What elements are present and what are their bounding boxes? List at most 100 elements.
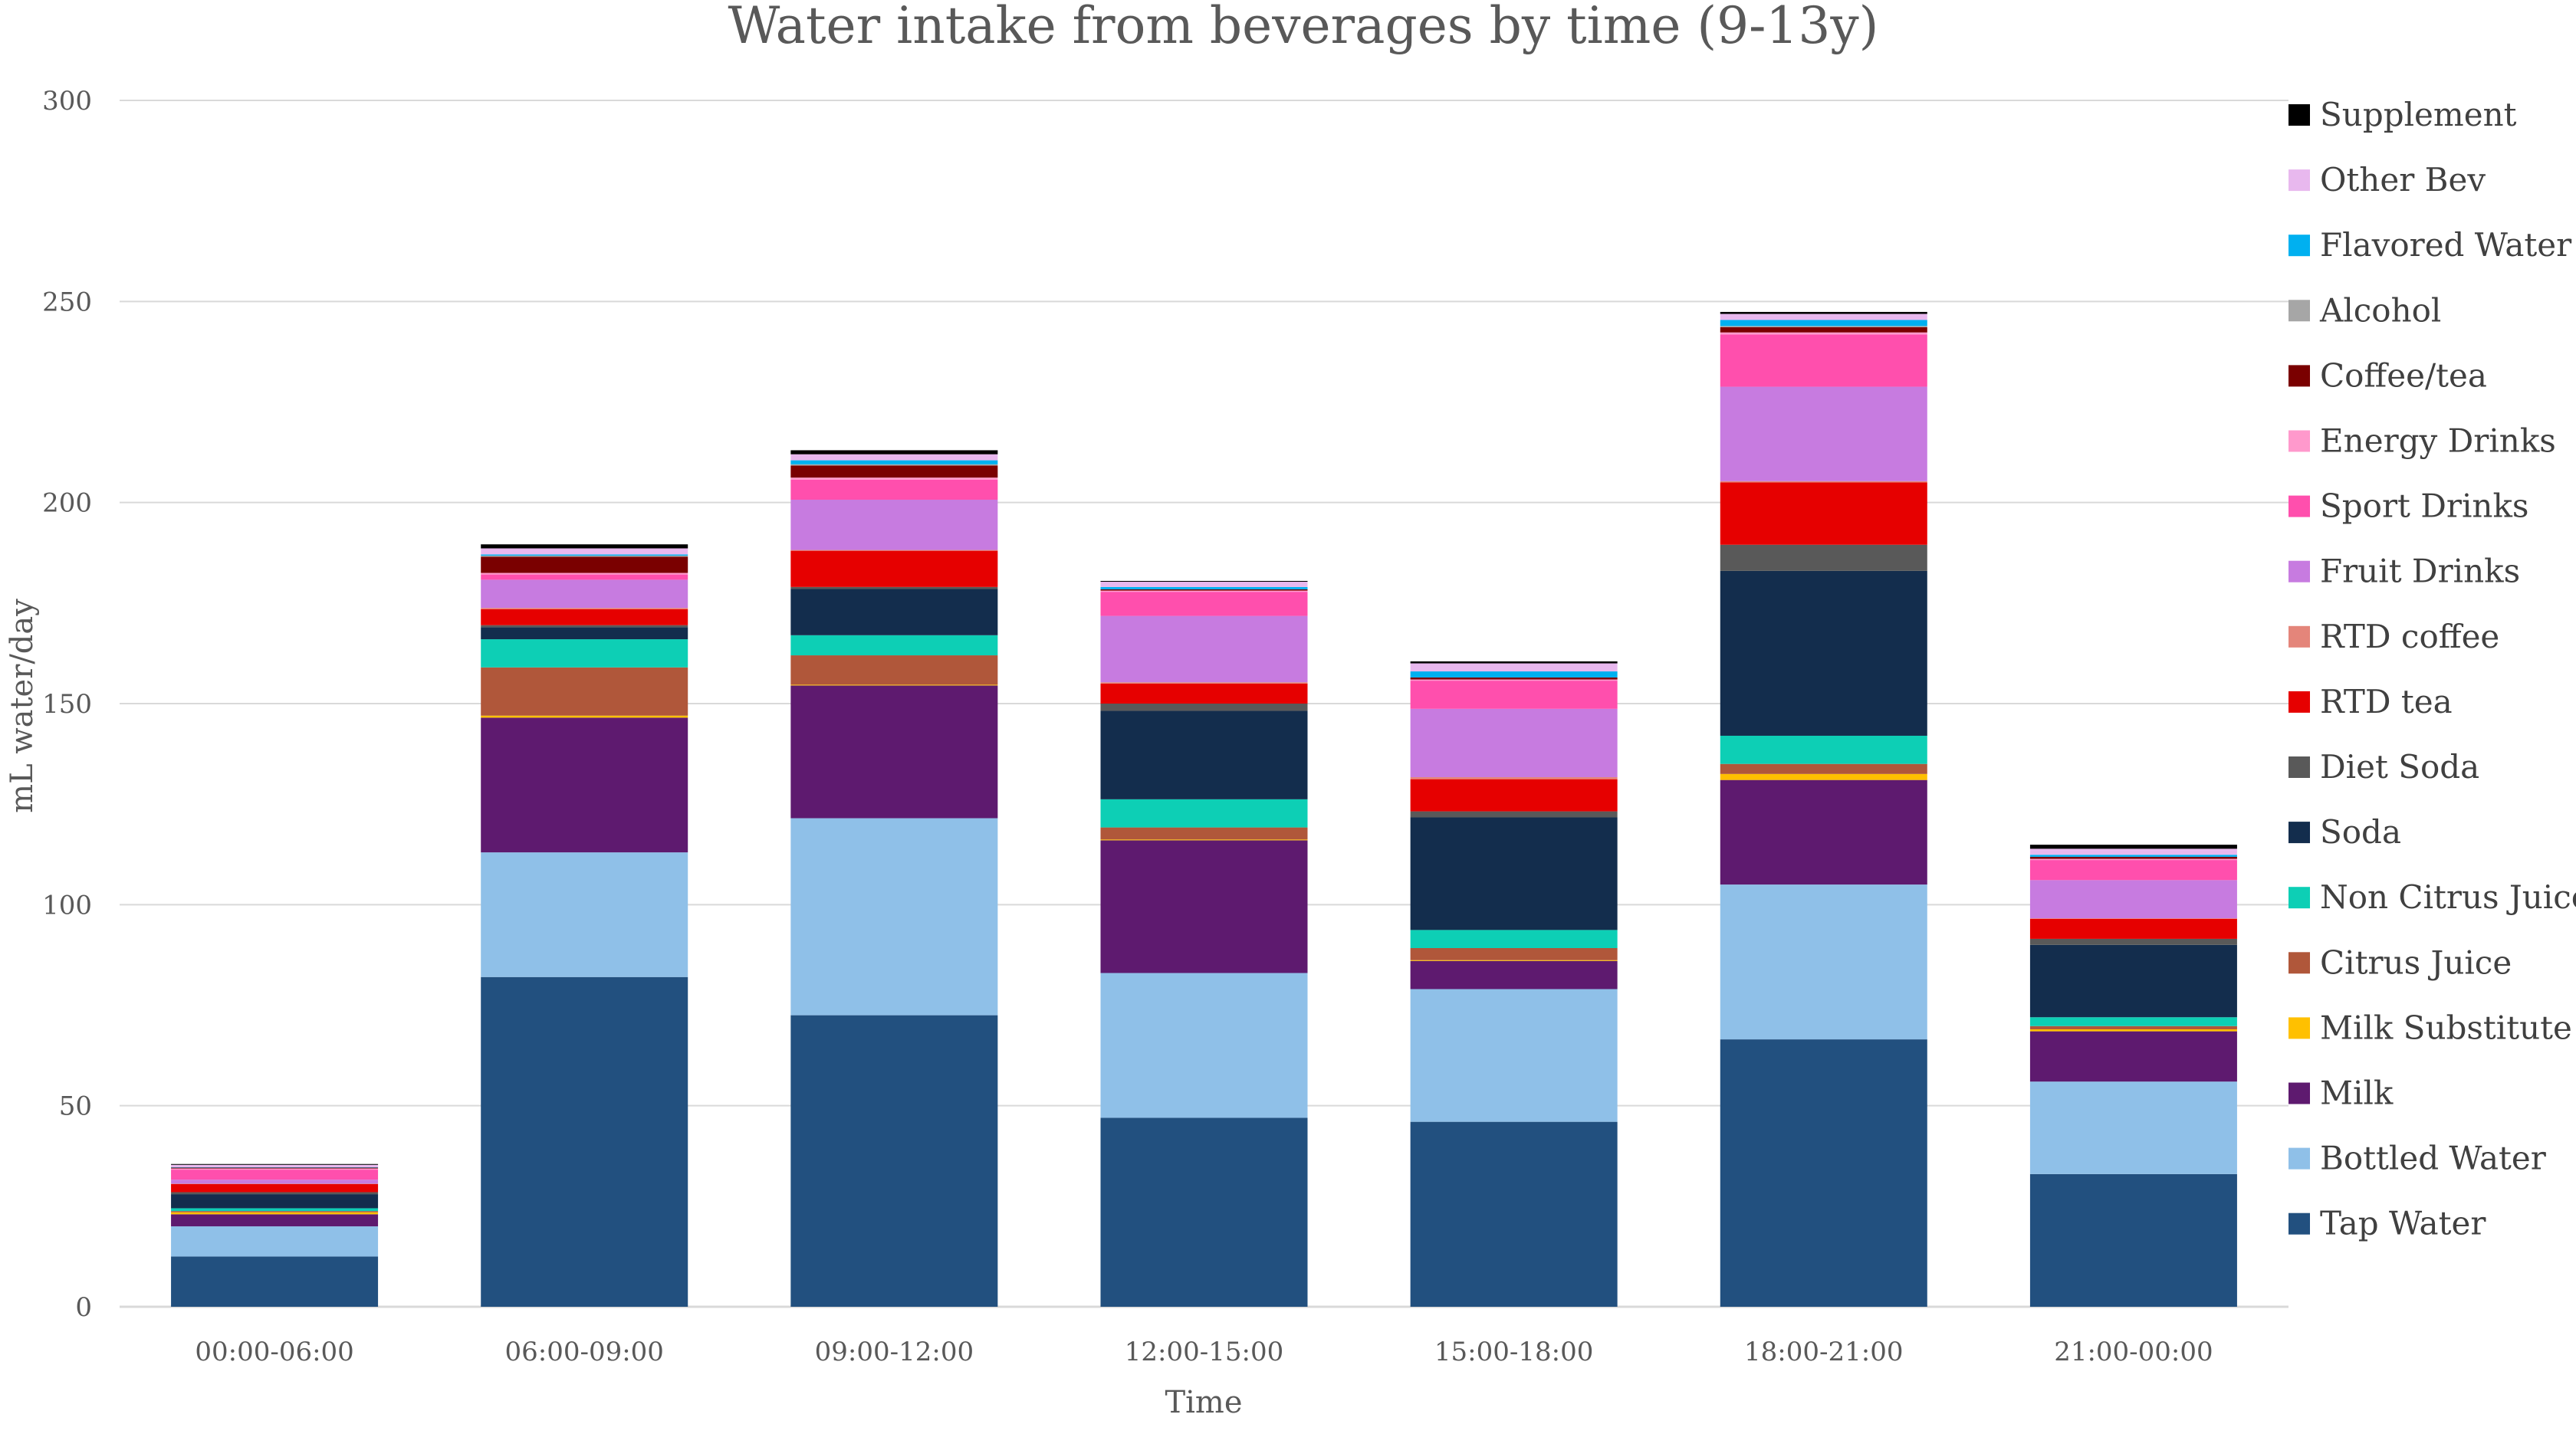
legend-label: Flavored Water [2320, 226, 2572, 264]
legend-item: Non Citrus Juice [2288, 878, 2576, 916]
x-tick-label: 18:00-21:00 [1744, 1337, 1903, 1367]
bar-segment-citrus-juice [790, 655, 998, 685]
legend-label: Citrus Juice [2320, 943, 2512, 981]
bar-segment-supplement [2029, 845, 2237, 849]
bar-segment-bottled-water [481, 852, 688, 977]
bar-segment-supplement [1410, 661, 1618, 664]
bar-segment-bottled-water [1410, 989, 1618, 1122]
bar-segment-coffee-tea [2029, 856, 2237, 859]
bar-segment-milk [1720, 779, 1927, 885]
bar-segment-coffee-tea [1410, 677, 1618, 680]
bar-segment-bottled-water [171, 1226, 379, 1257]
bar-segment-rtd-tea [481, 609, 688, 625]
bar-segment-citrus-juice [1410, 947, 1618, 960]
x-tick-label: 12:00-15:00 [1125, 1337, 1283, 1367]
legend-item: Milk [2288, 1075, 2394, 1112]
bar-stack-06:00-09:00 [481, 544, 688, 1307]
bar-segment-tap-water [1410, 1121, 1618, 1307]
bar-segment-energy-drinks [1720, 332, 1927, 335]
y-tick-label: 200 [42, 488, 92, 519]
legend-swatch [2288, 822, 2310, 844]
bar-segment-coffee-tea [1720, 327, 1927, 333]
legend-label: Bottled Water [2320, 1140, 2547, 1177]
bar-segment-alcohol [790, 464, 998, 466]
bar-segment-fruit-drinks [2029, 880, 2237, 919]
bar-segment-rtd-tea [1100, 683, 1308, 704]
bar-segment-soda [171, 1194, 379, 1209]
bar-segment-flavored-water [1100, 586, 1308, 589]
bar-segment-energy-drinks [2029, 858, 2237, 861]
legend-label: Sport Drinks [2320, 487, 2529, 525]
bar-segment-other-bev [790, 454, 998, 461]
bar-segment-milk [2029, 1031, 2237, 1082]
bar-segment-supplement [171, 1163, 379, 1165]
legend-item: Energy Drinks [2288, 422, 2556, 460]
bar-stack-09:00-12:00 [790, 450, 998, 1307]
bars [171, 311, 2237, 1307]
bar-segment-other-bev [481, 548, 688, 555]
bar-segment-milk-substitute [1100, 839, 1308, 841]
legend-swatch [2288, 887, 2310, 909]
bar-segment-non-citrus-juice [481, 639, 688, 668]
bar-segment-flavored-water [1720, 320, 1927, 327]
legend-label: Non Citrus Juice [2320, 878, 2576, 916]
bar-segment-citrus-juice [2029, 1025, 2237, 1029]
legend-swatch [2288, 365, 2310, 387]
bar-segment-rtd-coffee [790, 550, 998, 551]
bar-segment-milk-substitute [1410, 960, 1618, 961]
bar-segment-flavored-water [481, 554, 688, 556]
bar-segment-rtd-coffee [481, 608, 688, 609]
bar-segment-soda [1410, 817, 1618, 930]
bar-segment-rtd-coffee [1410, 777, 1618, 779]
legend-label: Tap Water [2320, 1205, 2486, 1242]
bar-segment-other-bev [171, 1164, 379, 1167]
legend-label: Soda [2320, 813, 2401, 851]
x-axis-ticks: 00:00-06:00 06:00-09:00 09:00-12:00 12:00-1… [195, 1337, 2213, 1367]
bar-segment-sport-drinks [1720, 334, 1927, 387]
legend-swatch [2288, 756, 2310, 778]
legend-swatch [2288, 104, 2310, 126]
bar-stack-21:00-00:00 [2029, 845, 2237, 1307]
x-tick-label: 06:00-09:00 [504, 1337, 663, 1367]
y-axis-ticks: 0 50 100 150 200 250 300 [42, 86, 92, 1323]
legend-swatch [2288, 1017, 2310, 1039]
legend-item: Citrus Juice [2288, 943, 2512, 981]
legend-label: RTD tea [2320, 683, 2453, 720]
legend-swatch [2288, 560, 2310, 582]
bar-segment-milk [481, 717, 688, 853]
bar-segment-rtd-tea [2029, 918, 2237, 939]
legend-item: RTD coffee [2288, 618, 2499, 655]
bar-segment-milk-substitute [790, 684, 998, 686]
legend-label: Other Bev [2320, 161, 2486, 199]
bar-segment-non-citrus-juice [790, 635, 998, 656]
legend-swatch [2288, 691, 2310, 713]
bar-segment-energy-drinks [1100, 590, 1308, 592]
legend-label: Fruit Drinks [2320, 553, 2520, 590]
bar-segment-milk-substitute [1720, 773, 1927, 780]
bar-segment-sport-drinks [171, 1170, 379, 1180]
bar-segment-energy-drinks [481, 573, 688, 575]
legend-swatch [2288, 495, 2310, 517]
bar-segment-diet-soda [2029, 938, 2237, 945]
bar-segment-flavored-water [1410, 671, 1618, 678]
bar-segment-soda [2029, 944, 2237, 1018]
bar-segment-energy-drinks [1410, 679, 1618, 681]
bar-segment-alcohol [481, 555, 688, 557]
legend-item: Coffee/tea [2288, 356, 2487, 394]
bar-segment-other-bev [2029, 848, 2237, 855]
legend-swatch [2288, 952, 2310, 974]
bar-segment-supplement [481, 544, 688, 549]
bar-segment-supplement [1100, 580, 1308, 582]
legend-item: RTD tea [2288, 683, 2453, 720]
bar-segment-diet-soda [1410, 811, 1618, 818]
bar-segment-tap-water [1720, 1039, 1927, 1307]
bar-segment-citrus-juice [481, 667, 688, 716]
bar-segment-alcohol [1720, 326, 1927, 327]
bar-stack-12:00-15:00 [1100, 580, 1308, 1307]
legend-swatch [2288, 169, 2310, 192]
x-tick-label: 00:00-06:00 [195, 1337, 353, 1367]
y-tick-label: 100 [42, 890, 92, 920]
legend-item: Tap Water [2288, 1205, 2486, 1242]
bar-segment-soda [481, 627, 688, 640]
